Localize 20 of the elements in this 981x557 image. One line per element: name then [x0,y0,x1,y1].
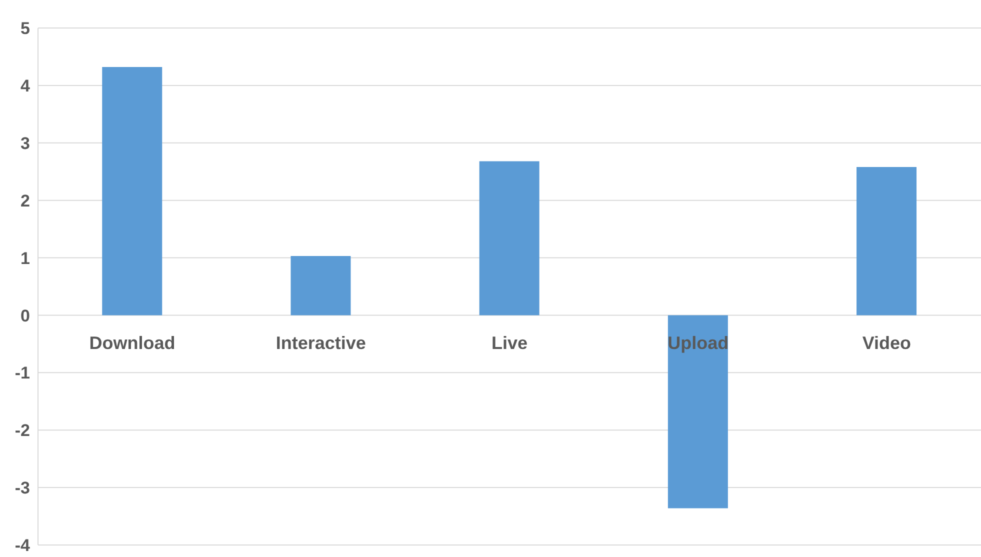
y-tick-label: -1 [14,364,30,383]
y-tick-label: 3 [20,134,30,153]
bar [856,167,917,316]
x-tick-label: Live [491,333,528,354]
bar [290,256,351,316]
y-tick-label: 5 [20,19,30,38]
bar [102,67,162,316]
bar [668,315,728,508]
bar [479,161,540,316]
y-tick-label: 2 [20,191,30,210]
y-tick-label: 4 [20,76,31,96]
y-tick-label: -3 [14,478,30,498]
x-tick-label: Download [89,333,176,354]
y-tick-label: -4 [14,536,31,556]
x-tick-label: Interactive [276,333,366,354]
y-tick-label: 1 [20,248,30,268]
y-tick-label: 0 [20,306,30,326]
x-tick-label: Video [862,333,912,354]
x-tick-label: Upload [668,333,729,354]
y-tick-label: -2 [14,421,30,440]
